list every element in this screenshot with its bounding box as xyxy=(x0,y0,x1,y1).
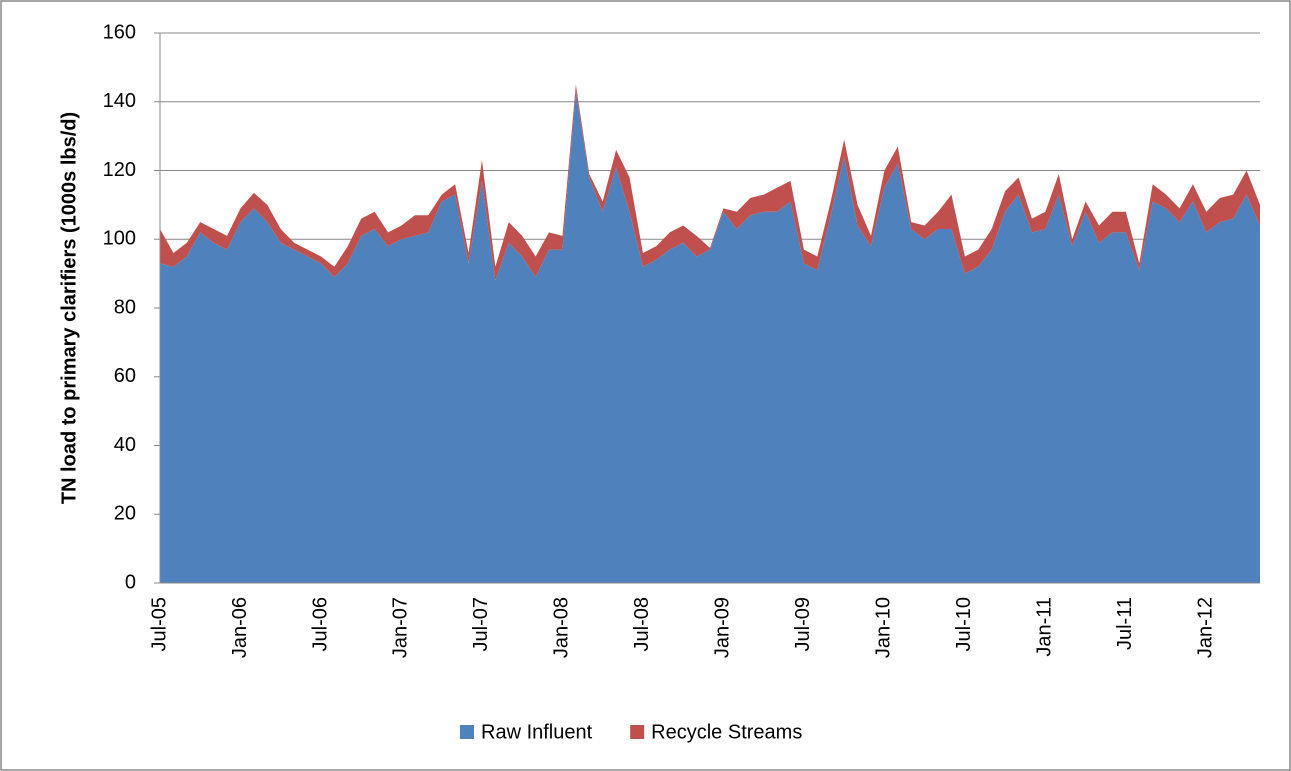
x-tick-label: Jan-07 xyxy=(390,597,412,658)
y-tick-label: 160 xyxy=(103,21,136,43)
legend-label: Raw Influent xyxy=(481,721,593,743)
x-tick-label: Jan-12 xyxy=(1195,597,1217,658)
x-tick-label: Jul-06 xyxy=(309,597,331,651)
y-tick-label: 80 xyxy=(114,296,136,318)
x-tick-label: Jul-10 xyxy=(953,597,975,651)
y-tick-label: 0 xyxy=(125,571,136,593)
legend-label: Recycle Streams xyxy=(651,721,802,743)
y-tick-label: 60 xyxy=(114,365,136,387)
x-tick-label: Jan-06 xyxy=(229,597,251,658)
x-tick-label: Jul-05 xyxy=(148,597,170,651)
legend-swatch xyxy=(630,725,645,739)
x-tick-label: Jul-09 xyxy=(792,597,814,651)
y-tick-label: 120 xyxy=(103,159,136,181)
x-tick-label: Jul-08 xyxy=(631,597,653,651)
x-tick-label: Jul-11 xyxy=(1114,597,1136,650)
x-tick-label: Jul-07 xyxy=(470,597,492,651)
y-tick-label: 140 xyxy=(103,90,136,112)
x-tick-label: Jan-10 xyxy=(873,597,895,658)
x-tick-label: Jan-08 xyxy=(551,597,573,658)
x-tick-label: Jan-11 xyxy=(1034,597,1056,657)
y-axis-title: TN load to primary clarifiers (1000s lbs… xyxy=(58,112,80,504)
area xyxy=(160,91,1260,583)
y-tick-label: 40 xyxy=(114,434,136,456)
y-tick-label: 20 xyxy=(114,503,136,525)
legend-swatch xyxy=(460,725,474,739)
y-tick-label: 100 xyxy=(103,228,136,250)
x-tick-label: Jan-09 xyxy=(712,597,734,658)
